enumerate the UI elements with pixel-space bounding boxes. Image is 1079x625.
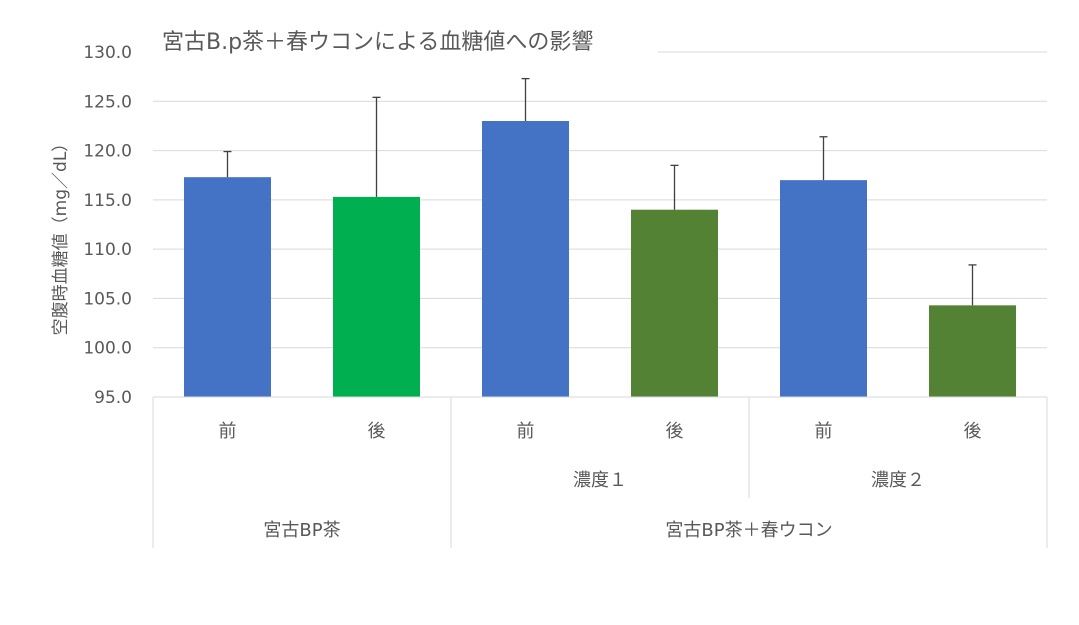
x-category-label: 後 [666,421,684,442]
y-tick-label: 105.0 [83,289,132,309]
x-group-label: 宮古BP茶 [263,520,340,541]
y-axis-label: 空腹時血糖値（mg／dL） [51,135,71,336]
bar [333,196,420,397]
error-bars [223,77,977,306]
x-category-label: 前 [517,421,535,442]
x-group-label: 宮古BP茶＋春ウコン [665,520,832,541]
x-category-label: 後 [368,421,386,442]
bars [184,121,1016,397]
bar [631,209,718,397]
x-subgroup-label: 濃度１ [573,470,627,491]
y-tick-label: 100.0 [83,339,132,359]
bar [929,305,1016,397]
x-category-label: 前 [815,421,833,442]
bar [780,180,867,397]
y-tick-label: 120.0 [83,142,132,162]
y-tick-label: 115.0 [83,191,132,211]
x-category-label: 後 [964,421,982,442]
chart-title: 宮古B.p茶＋春ウコンによる血糖値への影響 [162,30,593,55]
gridlines [153,51,1047,398]
x-subgroup-label: 濃度２ [871,470,925,491]
x-category-label: 前 [219,421,237,442]
y-tick-label: 110.0 [83,240,132,260]
bar [184,177,271,397]
y-tick-label: 95.0 [94,388,132,408]
y-tick-label: 125.0 [83,92,132,112]
title-background [153,24,658,58]
bar [482,121,569,397]
y-axis-ticks: 95.0 100.0 105.0 110.0 115.0 120.0 125.0 130.0 [83,43,132,408]
y-tick-label: 130.0 [83,43,132,63]
